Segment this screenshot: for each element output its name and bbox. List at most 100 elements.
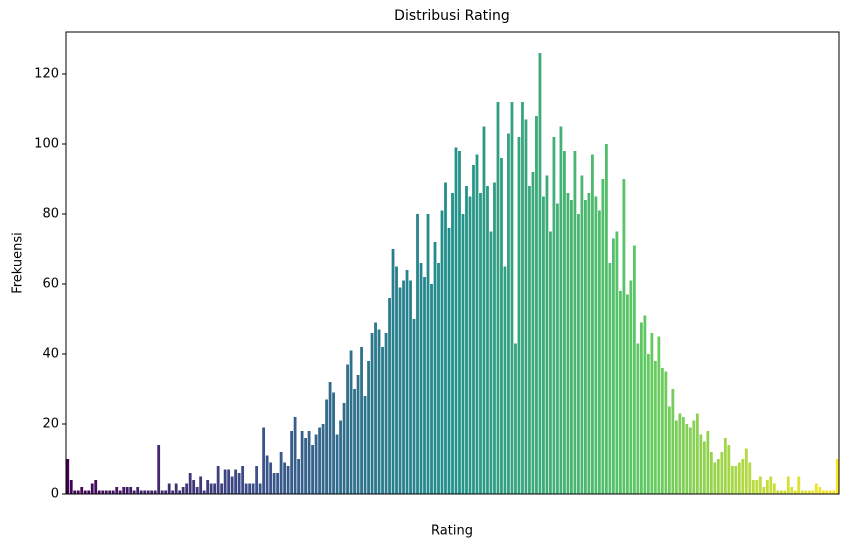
bar <box>377 329 381 494</box>
bar <box>517 137 521 494</box>
bar <box>213 483 217 494</box>
bar <box>524 119 528 494</box>
bar <box>461 214 465 494</box>
bar <box>384 333 388 494</box>
bar <box>90 483 94 494</box>
bar <box>814 483 818 494</box>
bar <box>167 483 171 494</box>
bar <box>496 102 500 494</box>
bar <box>363 396 367 494</box>
bar <box>304 438 307 494</box>
bar <box>678 413 682 494</box>
bar <box>535 116 538 494</box>
bar <box>83 490 87 494</box>
bar <box>779 490 783 494</box>
bar <box>716 459 720 494</box>
bar <box>625 294 629 494</box>
bar <box>160 490 164 494</box>
bar <box>811 490 815 494</box>
bar <box>174 483 178 494</box>
bar <box>66 459 70 494</box>
bar <box>454 147 458 494</box>
bar <box>262 427 266 494</box>
y-tick-label: 40 <box>42 347 59 362</box>
bar <box>744 448 748 494</box>
bar <box>720 452 724 494</box>
y-tick-label: 120 <box>34 67 59 82</box>
bar <box>828 490 832 494</box>
bar <box>297 459 300 494</box>
bar <box>584 200 587 494</box>
bar <box>223 469 227 494</box>
bar <box>702 441 706 494</box>
bar <box>741 459 745 494</box>
bar <box>825 490 829 494</box>
bar <box>758 476 762 494</box>
bar <box>818 487 822 494</box>
bar <box>793 490 797 494</box>
bar <box>430 284 433 494</box>
bar <box>118 490 122 494</box>
bar <box>339 420 342 494</box>
bar <box>657 336 661 494</box>
bar <box>374 322 377 494</box>
bar <box>136 487 140 494</box>
bar <box>664 371 668 494</box>
bar <box>776 490 780 494</box>
bar <box>713 462 717 494</box>
bar <box>307 431 311 494</box>
bar <box>258 483 262 494</box>
bar <box>391 249 395 494</box>
bar <box>688 427 692 494</box>
bar <box>587 193 591 494</box>
bar <box>426 214 430 494</box>
bar <box>234 469 238 494</box>
bar <box>594 196 598 494</box>
bar <box>76 490 80 494</box>
bar <box>409 280 412 494</box>
bar <box>538 53 542 494</box>
bar <box>570 200 573 494</box>
bar <box>639 322 643 494</box>
bar <box>97 490 101 494</box>
bar <box>332 392 335 494</box>
bar <box>125 487 129 494</box>
bar <box>230 476 234 494</box>
bar <box>416 214 419 494</box>
bar <box>503 266 507 494</box>
bar <box>797 476 801 494</box>
bar <box>104 490 108 494</box>
bar <box>681 417 685 494</box>
bar <box>290 431 294 494</box>
bar <box>674 420 678 494</box>
bar <box>458 151 461 494</box>
bar <box>685 424 689 494</box>
bar <box>622 179 626 494</box>
bar <box>804 490 808 494</box>
bar <box>139 490 143 494</box>
bar <box>279 452 283 494</box>
bar <box>748 462 752 494</box>
bar <box>650 333 654 494</box>
bar <box>706 431 710 494</box>
bar <box>790 487 794 494</box>
bar <box>146 490 150 494</box>
bar <box>132 490 136 494</box>
y-axis-label: Frekuensi <box>11 232 26 294</box>
bar <box>573 151 577 494</box>
bar <box>482 126 486 494</box>
bar <box>601 179 605 494</box>
bar <box>87 490 91 494</box>
bar <box>405 270 409 494</box>
bar <box>552 137 556 494</box>
bar <box>440 210 444 494</box>
bar <box>507 133 510 494</box>
bar <box>605 144 608 494</box>
bar <box>615 231 619 494</box>
bar <box>311 445 314 494</box>
bar <box>545 175 549 494</box>
bar <box>367 361 370 494</box>
bar <box>751 480 755 494</box>
bar <box>171 490 175 494</box>
